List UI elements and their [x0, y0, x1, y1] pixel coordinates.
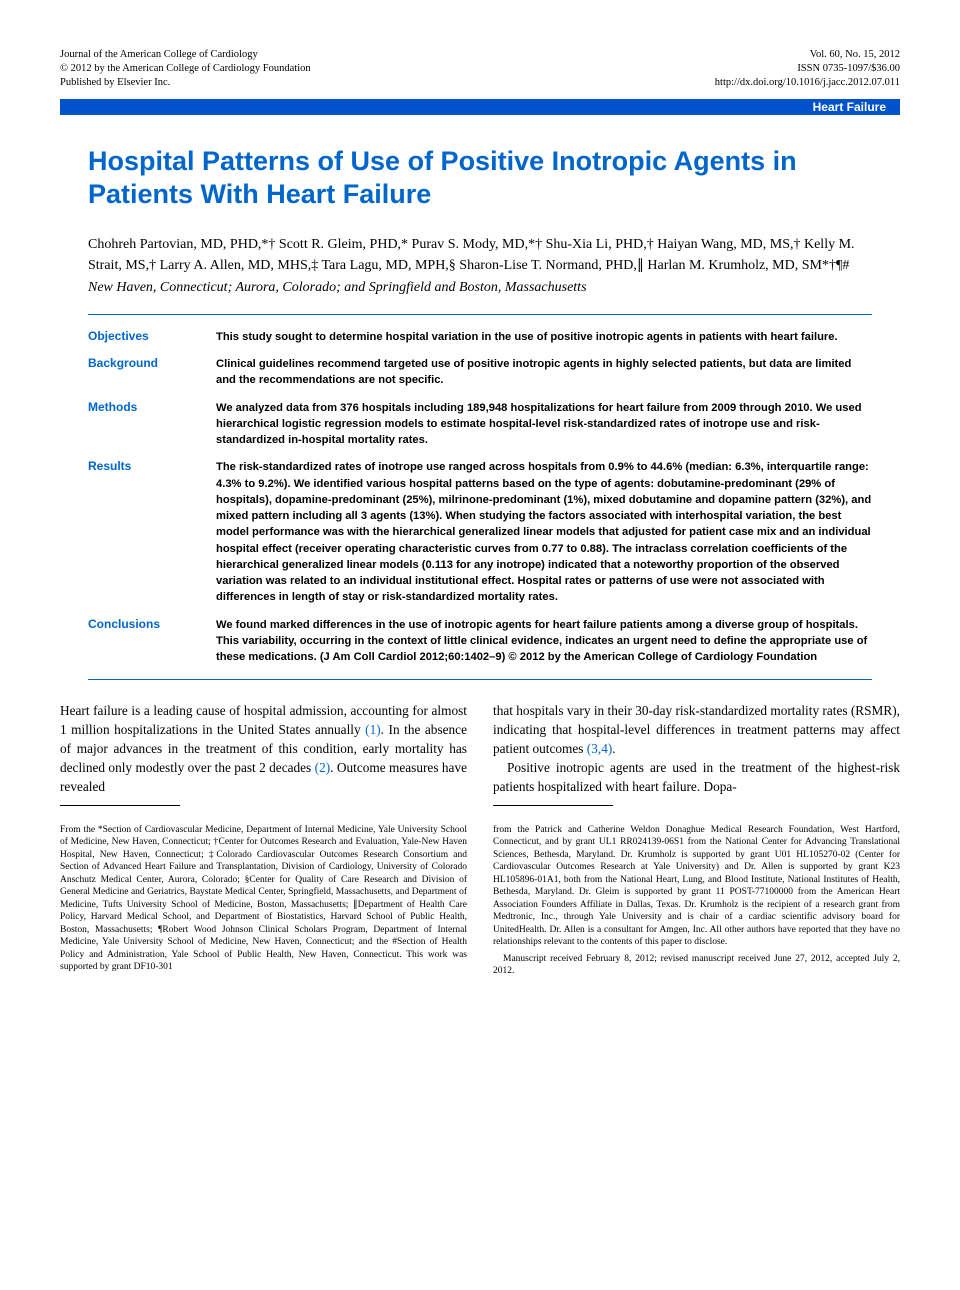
abstract-methods: Methods We analyzed data from 376 hospit… [88, 400, 872, 449]
abstract-text: We analyzed data from 376 hospitals incl… [216, 400, 872, 449]
footnote-separator [60, 805, 180, 806]
journal-name: Journal of the American College of Cardi… [60, 48, 311, 62]
abstract-conclusions: Conclusions We found marked differences … [88, 617, 872, 666]
citation-link[interactable]: (1) [365, 722, 381, 737]
journal-volume: Vol. 60, No. 15, 2012 [715, 48, 900, 62]
body-paragraph: Positive inotropic agents are used in th… [493, 759, 900, 797]
journal-doi: http://dx.doi.org/10.1016/j.jacc.2012.07… [715, 76, 900, 90]
citation-link[interactable]: (2) [315, 760, 331, 775]
abstract-text: Clinical guidelines recommend targeted u… [216, 356, 872, 388]
journal-publisher: Published by Elsevier Inc. [60, 76, 311, 90]
abstract-objectives: Objectives This study sought to determin… [88, 329, 872, 345]
journal-issn: ISSN 0735-1097/$36.00 [715, 62, 900, 76]
journal-copyright: © 2012 by the American College of Cardio… [60, 62, 311, 76]
journal-header-left: Journal of the American College of Cardi… [60, 48, 311, 91]
body-text-run: . [612, 741, 615, 756]
abstract-label: Background [88, 356, 216, 388]
footnotes: From the *Section of Cardiovascular Medi… [60, 824, 900, 978]
footnote-column-right: from the Patrick and Catherine Weldon Do… [493, 824, 900, 978]
abstract-label: Results [88, 459, 216, 605]
manuscript-dates: Manuscript received February 8, 2012; re… [493, 953, 900, 978]
affiliation-cities: New Haven, Connecticut; Aurora, Colorado… [88, 280, 872, 296]
abstract-text: The risk-standardized rates of inotrope … [216, 459, 872, 605]
citation-link[interactable]: (3,4) [587, 741, 612, 756]
abstract-text: This study sought to determine hospital … [216, 329, 872, 345]
body-text-run: that hospitals vary in their 30-day risk… [493, 703, 900, 756]
abstract-label: Objectives [88, 329, 216, 345]
body-column-left: Heart failure is a leading cause of hosp… [60, 702, 467, 809]
abstract-box: Objectives This study sought to determin… [88, 314, 872, 680]
footnote-separator [493, 805, 613, 806]
body-paragraph: that hospitals vary in their 30-day risk… [493, 702, 900, 759]
body-paragraph: Heart failure is a leading cause of hosp… [60, 702, 467, 796]
journal-header-right: Vol. 60, No. 15, 2012 ISSN 0735-1097/$36… [715, 48, 900, 91]
abstract-label: Conclusions [88, 617, 216, 666]
footnote-text: from the Patrick and Catherine Weldon Do… [493, 825, 900, 948]
journal-header: Journal of the American College of Cardi… [60, 48, 900, 91]
section-bar: Heart Failure [60, 99, 900, 115]
body-column-right: that hospitals vary in their 30-day risk… [493, 702, 900, 809]
section-tag: Heart Failure [813, 100, 886, 114]
abstract-label: Methods [88, 400, 216, 449]
abstract-results: Results The risk-standardized rates of i… [88, 459, 872, 605]
body-text: Heart failure is a leading cause of hosp… [60, 702, 900, 809]
abstract-background: Background Clinical guidelines recommend… [88, 356, 872, 388]
article-title: Hospital Patterns of Use of Positive Ino… [88, 145, 872, 213]
abstract-text: We found marked differences in the use o… [216, 617, 872, 666]
footnote-column-left: From the *Section of Cardiovascular Medi… [60, 824, 467, 978]
author-list: Chohreh Partovian, MD, PHD,*† Scott R. G… [88, 234, 872, 276]
